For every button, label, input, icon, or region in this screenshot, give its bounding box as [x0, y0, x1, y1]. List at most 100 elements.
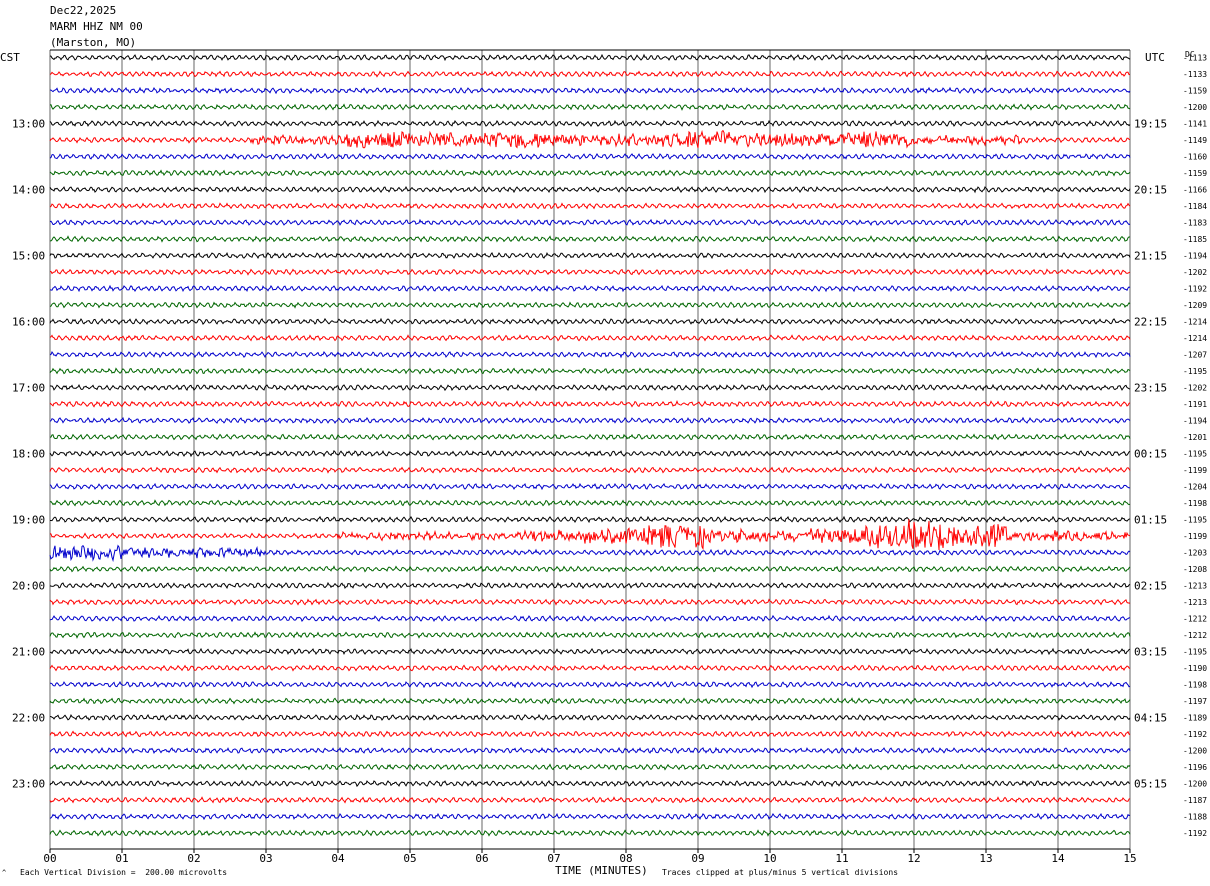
seismic-trace-28: [50, 515, 1131, 524]
right-hour-label: 22:15: [1134, 316, 1167, 329]
right-hour-label: 20:15: [1134, 184, 1167, 197]
x-tick-label: 07: [547, 852, 560, 865]
dc-offset-label: -1183: [1183, 219, 1207, 228]
dc-offset-header: DC: [1185, 50, 1195, 59]
left-hour-label: 17:00: [12, 382, 45, 395]
right-hour-label: 23:15: [1134, 382, 1167, 395]
left-hour-label: 21:00: [12, 646, 45, 659]
left-hour-label: 13:00: [12, 118, 45, 131]
x-tick-label: 11: [835, 852, 848, 865]
seismic-trace-4: [49, 119, 1131, 127]
dc-offset-label: -1189: [1183, 714, 1207, 723]
seismic-trace-1: [49, 70, 1131, 78]
left-timezone-label: CST: [0, 51, 20, 64]
right-hour-label: 04:15: [1134, 712, 1167, 725]
seismic-trace-45: [49, 796, 1131, 804]
dc-offset-label: -1191: [1183, 400, 1207, 409]
seismic-trace-14: [49, 284, 1131, 293]
dc-offset-label: -1204: [1183, 483, 1207, 492]
seismic-trace-27: [49, 499, 1131, 507]
seismic-trace-18: [49, 350, 1131, 359]
left-hour-label: 15:00: [12, 250, 45, 263]
seismic-trace-24: [49, 449, 1131, 458]
dc-offset-label: -1190: [1183, 664, 1207, 673]
header-station: MARM HHZ NM 00: [50, 20, 143, 33]
seismic-trace-16: [49, 317, 1131, 326]
dc-offset-label: -1195: [1183, 367, 1207, 376]
dc-offset-label: -1212: [1183, 615, 1207, 624]
seismic-trace-26: [49, 482, 1131, 491]
x-tick-label: 09: [691, 852, 704, 865]
header-date: Dec22,2025: [50, 4, 117, 17]
seismic-trace-34: [49, 614, 1131, 623]
left-hour-label: 22:00: [12, 712, 45, 725]
seismic-trace-32: [49, 581, 1131, 590]
right-hour-label: 21:15: [1134, 250, 1167, 263]
seismic-trace-43: [49, 763, 1131, 771]
right-hour-label: 05:15: [1134, 778, 1167, 791]
x-tick-label: 01: [115, 852, 128, 865]
dc-offset-label: -1213: [1183, 582, 1207, 591]
x-tick-label: 05: [403, 852, 416, 865]
x-tick-label: 14: [1051, 852, 1065, 865]
dc-offset-label: -1212: [1183, 631, 1207, 640]
seismic-trace-37: [49, 664, 1131, 672]
seismic-trace-38: [50, 680, 1131, 689]
seismic-trace-29: [49, 519, 1131, 551]
dc-offset-label: -1198: [1183, 681, 1207, 690]
seismic-trace-25: [49, 466, 1131, 474]
dc-offset-label: -1113: [1183, 54, 1207, 63]
x-tick-label: 15: [1123, 852, 1136, 865]
x-tick-label: 04: [331, 852, 345, 865]
seismic-trace-3: [49, 103, 1131, 111]
dc-offset-label: -1197: [1183, 697, 1207, 706]
seismic-trace-8: [49, 185, 1131, 194]
seismic-trace-39: [49, 697, 1131, 705]
seismic-trace-6: [49, 152, 1131, 161]
seismic-trace-7: [49, 169, 1131, 177]
dc-offset-label: -1213: [1183, 598, 1207, 607]
dc-offset-label: -1195: [1183, 648, 1207, 657]
seismic-trace-33: [49, 598, 1131, 606]
dc-offset-label: -1159: [1183, 169, 1207, 178]
x-tick-label: 03: [259, 852, 272, 865]
x-tick-label: 10: [763, 852, 776, 865]
seismic-trace-9: [49, 202, 1131, 210]
dc-offset-label: -1194: [1183, 252, 1207, 261]
left-hour-label: 23:00: [12, 778, 45, 791]
seismic-trace-13: [49, 268, 1131, 276]
seismic-trace-2: [49, 86, 1131, 95]
seismic-trace-17: [49, 334, 1131, 342]
dc-offset-label: -1194: [1183, 417, 1207, 426]
right-hour-label: 03:15: [1134, 646, 1167, 659]
seismic-trace-30: [49, 544, 1131, 563]
dc-offset-label: -1149: [1183, 136, 1207, 145]
right-hour-label: 19:15: [1134, 118, 1167, 131]
dc-offset-label: -1198: [1183, 499, 1207, 508]
right-timezone-label: UTC: [1145, 51, 1165, 64]
dc-offset-label: -1195: [1183, 516, 1207, 525]
header-location: (Marston, MO): [50, 36, 137, 49]
x-tick-label: 02: [187, 852, 200, 865]
seismic-trace-47: [49, 829, 1131, 837]
seismic-trace-22: [49, 416, 1131, 425]
seismic-trace-23: [49, 433, 1131, 441]
seismic-trace-11: [50, 235, 1131, 243]
dc-offset-label: -1209: [1183, 301, 1207, 310]
dc-offset-label: -1192: [1183, 285, 1207, 294]
dc-offset-label: -1166: [1183, 186, 1207, 195]
dc-offset-label: -1203: [1183, 549, 1207, 558]
seismic-trace-19: [49, 367, 1131, 375]
clip-note: Traces clipped at plus/minus 5 vertical …: [662, 868, 899, 877]
seismic-trace-41: [49, 730, 1131, 738]
corner-mark: ^: [2, 869, 7, 877]
dc-offset-label: -1200: [1183, 103, 1207, 112]
x-axis-label: TIME (MINUTES): [555, 864, 648, 877]
dc-offset-label: -1141: [1183, 120, 1207, 129]
dc-offset-label: -1200: [1183, 780, 1207, 789]
seismic-trace-15: [49, 301, 1131, 309]
left-hour-label: 19:00: [12, 514, 45, 527]
dc-offset-label: -1201: [1183, 433, 1207, 442]
dc-offset-label: -1187: [1183, 796, 1207, 805]
dc-offset-label: -1200: [1183, 747, 1207, 756]
